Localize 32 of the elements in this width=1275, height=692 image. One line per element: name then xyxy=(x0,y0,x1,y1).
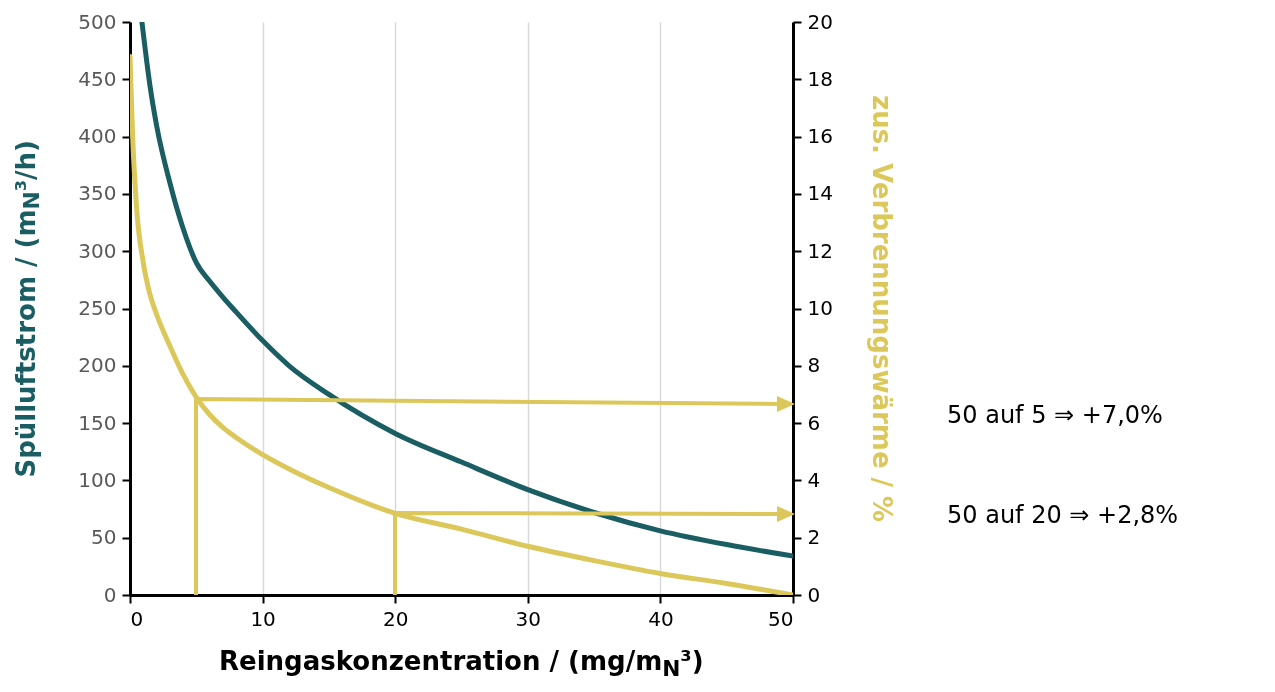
y-tick-label: 150 xyxy=(78,410,117,435)
y2-tick-label: 18 xyxy=(807,66,833,91)
x-tick-label: 0 xyxy=(130,606,144,631)
y2-tick-label: 14 xyxy=(807,181,833,206)
y-tick-label: 300 xyxy=(78,238,117,263)
y2-tick-label: 6 xyxy=(807,410,821,435)
y2-tick-label: 12 xyxy=(807,238,833,263)
y2-tick-label: 8 xyxy=(807,353,821,378)
y-tick-label: 450 xyxy=(78,66,117,91)
y-tick-label: 200 xyxy=(78,353,117,378)
y2-tick-label: 0 xyxy=(807,582,821,607)
y-tick-label: 350 xyxy=(78,181,117,206)
y2-tick-label: 16 xyxy=(807,124,833,149)
x-tick-label: 10 xyxy=(250,606,276,631)
x-axis-title: Reingaskonzentration / (mg/m$_{N}$³) xyxy=(219,646,704,682)
y2-tick-label: 4 xyxy=(807,467,821,492)
text: 50 auf 5 ⇒ +7,0% xyxy=(947,401,1163,429)
y-tick-label: 250 xyxy=(78,296,117,320)
x-tick-label: 50 xyxy=(768,606,794,631)
y-tick-label: 400 xyxy=(78,124,117,149)
x-tick-label: 30 xyxy=(515,606,542,631)
x-tick-label: 40 xyxy=(648,606,674,631)
x-tick-label: 20 xyxy=(382,606,409,631)
y-tick-label: 50 xyxy=(91,525,117,550)
text: 50 auf 20 ⇒ +2,8% xyxy=(947,501,1179,529)
y2-tick-label: 20 xyxy=(807,9,833,34)
y2-axis-title: zus. Verbrennungswärme / % xyxy=(866,95,897,523)
y2-tick-label: 2 xyxy=(807,525,821,550)
y-tick-label: 0 xyxy=(103,582,117,607)
y-tick-label: 100 xyxy=(78,467,117,492)
y-tick-label: 500 xyxy=(78,9,117,34)
y2-tick-label: 10 xyxy=(807,296,833,320)
